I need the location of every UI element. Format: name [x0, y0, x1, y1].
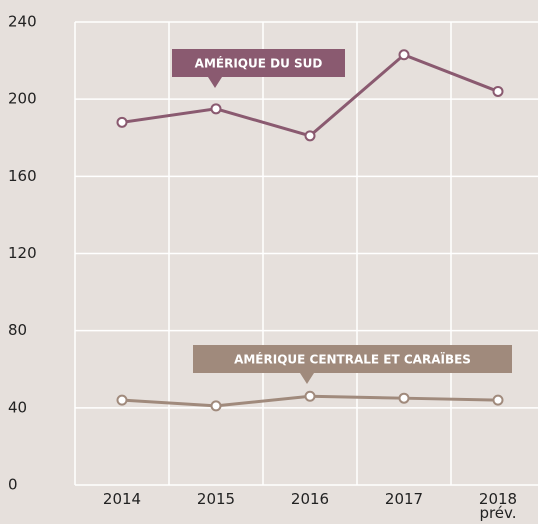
x-tick-label: 2016	[290, 490, 330, 508]
point	[210, 400, 222, 412]
point	[304, 390, 316, 402]
y-tick-label: 120	[8, 244, 37, 262]
series-tag-pointer	[300, 373, 314, 384]
y-tick-label: 80	[8, 321, 27, 339]
point	[398, 49, 410, 61]
point	[210, 103, 222, 115]
point	[304, 130, 316, 142]
point	[492, 85, 504, 97]
x-tick-label: 2015	[196, 490, 236, 508]
x-tick-label: 2017	[384, 490, 424, 508]
y-tick-label: 200	[8, 90, 37, 108]
y-tick-label: 40	[8, 398, 27, 416]
x-tick-label: 2018 prév.	[478, 490, 518, 522]
y-tick-label: 0	[8, 476, 18, 494]
series-tag-pointer	[208, 77, 222, 88]
series-tag	[172, 49, 345, 77]
legend-label: AMÉRIQUE CENTRALE ET CARAÏBES	[234, 352, 471, 367]
y-tick-label: 240	[8, 13, 37, 31]
point	[398, 392, 410, 404]
legend-label: AMÉRIQUE DU SUD	[195, 56, 323, 71]
point	[116, 394, 128, 406]
point	[492, 394, 504, 406]
point	[116, 116, 128, 128]
y-tick-label: 160	[8, 167, 37, 185]
series-tag	[193, 345, 512, 373]
x-tick-label: 2014	[102, 490, 142, 508]
